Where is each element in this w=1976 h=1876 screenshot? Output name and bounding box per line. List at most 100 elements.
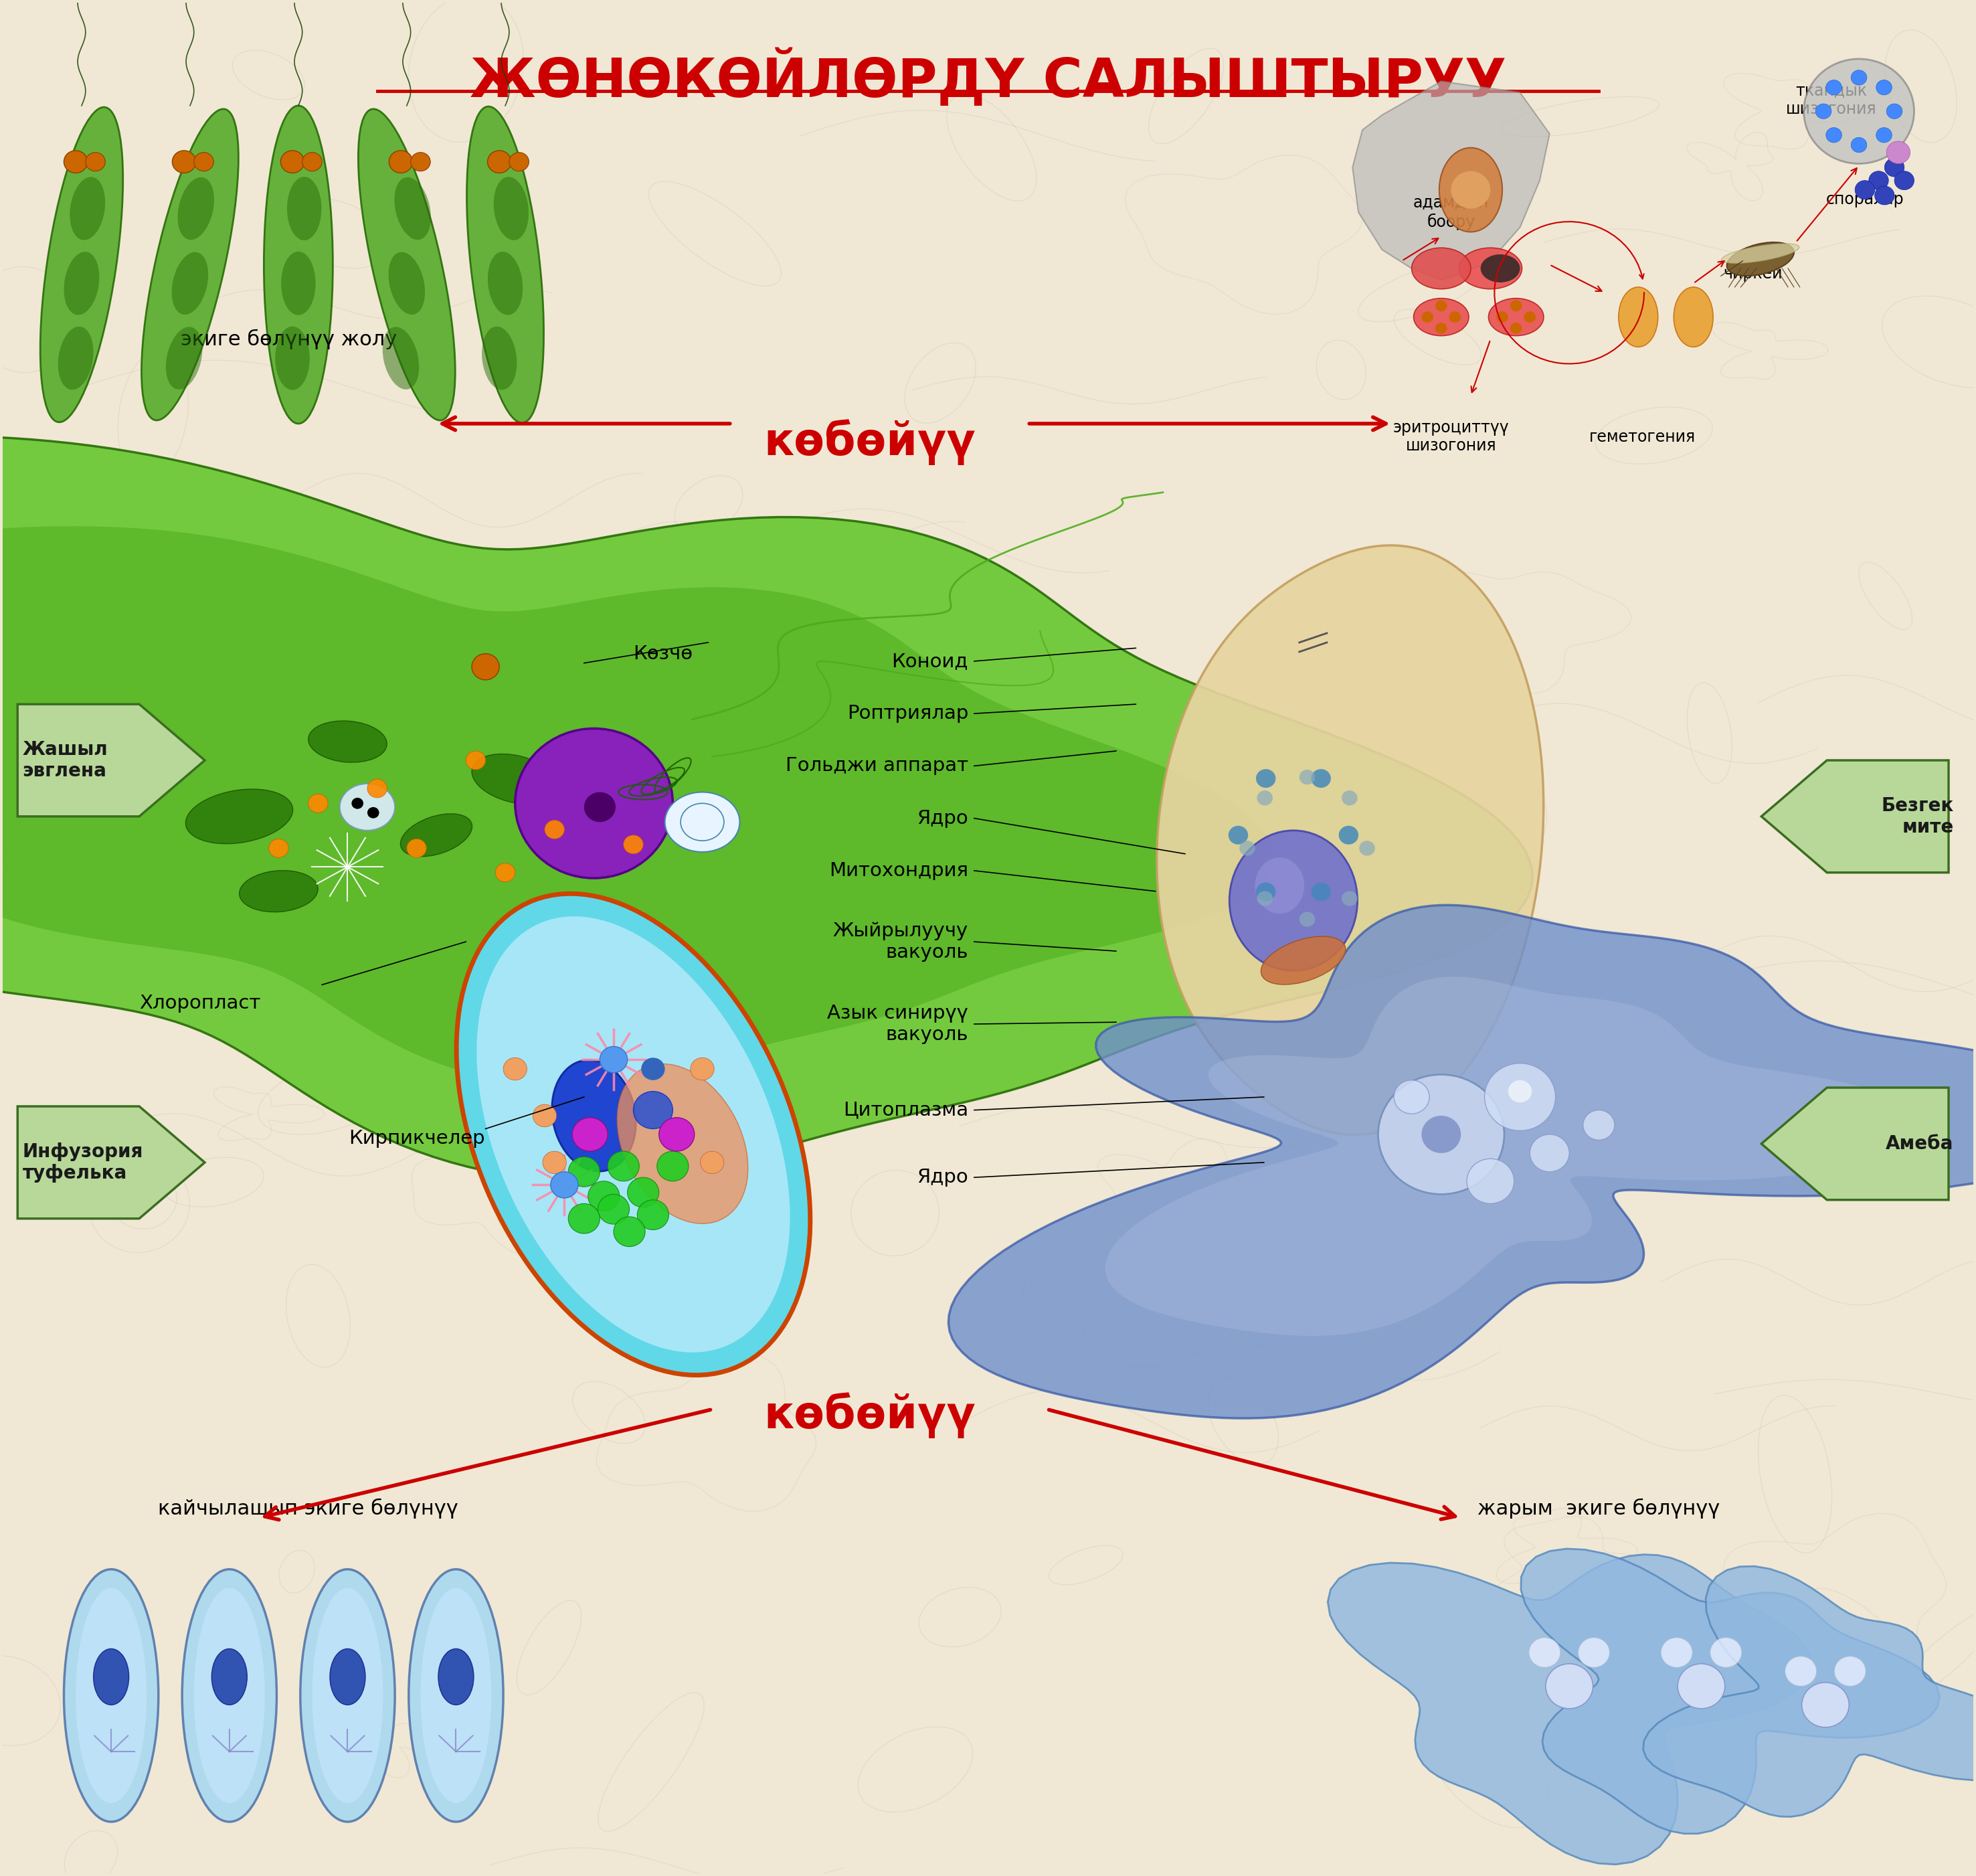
Ellipse shape xyxy=(1413,298,1468,336)
Ellipse shape xyxy=(1261,936,1346,985)
Circle shape xyxy=(573,1118,609,1152)
Ellipse shape xyxy=(1255,857,1304,914)
Circle shape xyxy=(1421,311,1433,323)
Circle shape xyxy=(1826,128,1842,143)
Text: Инфузория
туфелька: Инфузория туфелька xyxy=(22,1142,142,1182)
Circle shape xyxy=(1579,1638,1610,1668)
Circle shape xyxy=(1852,69,1867,84)
Circle shape xyxy=(1229,825,1249,844)
Circle shape xyxy=(585,792,617,822)
Circle shape xyxy=(1852,137,1867,152)
Circle shape xyxy=(589,1182,620,1212)
Circle shape xyxy=(1257,790,1273,805)
Ellipse shape xyxy=(300,1568,395,1822)
Ellipse shape xyxy=(1674,287,1713,347)
Circle shape xyxy=(1895,171,1915,189)
Text: ткандык
шизогония: ткандык шизогония xyxy=(1786,83,1877,118)
Circle shape xyxy=(1826,81,1842,96)
Ellipse shape xyxy=(617,1064,749,1223)
Ellipse shape xyxy=(172,251,207,315)
Ellipse shape xyxy=(358,109,454,420)
Ellipse shape xyxy=(1458,248,1522,289)
Ellipse shape xyxy=(494,176,530,240)
Ellipse shape xyxy=(409,1568,504,1822)
Text: Коноид: Коноид xyxy=(891,651,968,670)
Text: ЖӨНӨКӨЙЛӨРДҮ САЛЫШТЫРУУ: ЖӨНӨКӨЙЛӨРДҮ САЛЫШТЫРУУ xyxy=(470,49,1506,109)
Circle shape xyxy=(411,152,431,171)
Circle shape xyxy=(1816,103,1832,118)
Circle shape xyxy=(1885,158,1905,176)
Circle shape xyxy=(368,807,379,818)
Circle shape xyxy=(534,1105,557,1127)
Circle shape xyxy=(302,152,322,171)
Text: Азык синирүү
вакуоль: Азык синирүү вакуоль xyxy=(828,1004,968,1045)
Polygon shape xyxy=(1761,760,1948,872)
Ellipse shape xyxy=(472,754,559,805)
Circle shape xyxy=(1887,141,1911,163)
Circle shape xyxy=(1377,1075,1504,1195)
Circle shape xyxy=(1875,81,1891,96)
Circle shape xyxy=(599,1195,630,1225)
Polygon shape xyxy=(1328,1555,1812,1865)
Text: Кирпикчелер: Кирпикчелер xyxy=(348,1129,484,1148)
Text: экиге бөлүнүү жолу: экиге бөлүнүү жолу xyxy=(180,330,397,349)
Circle shape xyxy=(1342,790,1358,805)
Ellipse shape xyxy=(57,326,93,390)
Text: Амеба: Амеба xyxy=(1885,1135,1954,1154)
Circle shape xyxy=(368,779,387,797)
Circle shape xyxy=(63,150,87,173)
Circle shape xyxy=(1510,323,1522,334)
Circle shape xyxy=(1342,891,1358,906)
Circle shape xyxy=(1435,300,1446,311)
Ellipse shape xyxy=(383,326,419,390)
Ellipse shape xyxy=(265,105,332,424)
Circle shape xyxy=(407,839,427,857)
Ellipse shape xyxy=(551,1060,636,1171)
Circle shape xyxy=(85,152,105,171)
Circle shape xyxy=(1312,769,1332,788)
Ellipse shape xyxy=(275,326,310,390)
Circle shape xyxy=(1662,1638,1691,1668)
Ellipse shape xyxy=(194,1587,265,1803)
Ellipse shape xyxy=(488,251,524,315)
Circle shape xyxy=(615,1218,644,1248)
Polygon shape xyxy=(1644,1566,1976,1816)
Text: Жыйрылуучу
вакуоль: Жыйрылуучу вакуоль xyxy=(834,921,968,962)
Circle shape xyxy=(1257,882,1276,900)
Ellipse shape xyxy=(312,1587,383,1803)
Circle shape xyxy=(1529,1638,1561,1668)
Ellipse shape xyxy=(239,870,318,912)
Ellipse shape xyxy=(69,176,105,240)
Ellipse shape xyxy=(330,1649,366,1705)
Circle shape xyxy=(545,820,565,839)
Circle shape xyxy=(1869,171,1889,189)
Circle shape xyxy=(656,1152,688,1182)
Circle shape xyxy=(1312,882,1332,900)
Polygon shape xyxy=(0,525,1273,1084)
Text: жарым  экиге бөлүнүү: жарым экиге бөлүнүү xyxy=(1478,1499,1719,1518)
Circle shape xyxy=(1523,311,1535,323)
Ellipse shape xyxy=(75,1587,146,1803)
Text: Ядро: Ядро xyxy=(917,809,968,827)
Ellipse shape xyxy=(389,251,425,315)
Ellipse shape xyxy=(63,1568,158,1822)
Circle shape xyxy=(1393,1081,1429,1114)
Polygon shape xyxy=(1352,81,1549,280)
Circle shape xyxy=(543,1152,567,1174)
Circle shape xyxy=(1875,128,1891,143)
Circle shape xyxy=(1257,769,1276,788)
Ellipse shape xyxy=(281,251,316,315)
Polygon shape xyxy=(1761,1088,1948,1201)
Ellipse shape xyxy=(1439,148,1502,233)
Circle shape xyxy=(700,1152,723,1174)
Circle shape xyxy=(472,653,500,679)
Ellipse shape xyxy=(166,326,202,390)
Ellipse shape xyxy=(1618,287,1658,347)
Circle shape xyxy=(658,1118,694,1152)
Circle shape xyxy=(269,839,288,857)
Circle shape xyxy=(1257,891,1273,906)
Circle shape xyxy=(690,1058,713,1081)
Circle shape xyxy=(1834,1657,1865,1687)
Ellipse shape xyxy=(63,251,99,315)
Ellipse shape xyxy=(579,797,648,835)
